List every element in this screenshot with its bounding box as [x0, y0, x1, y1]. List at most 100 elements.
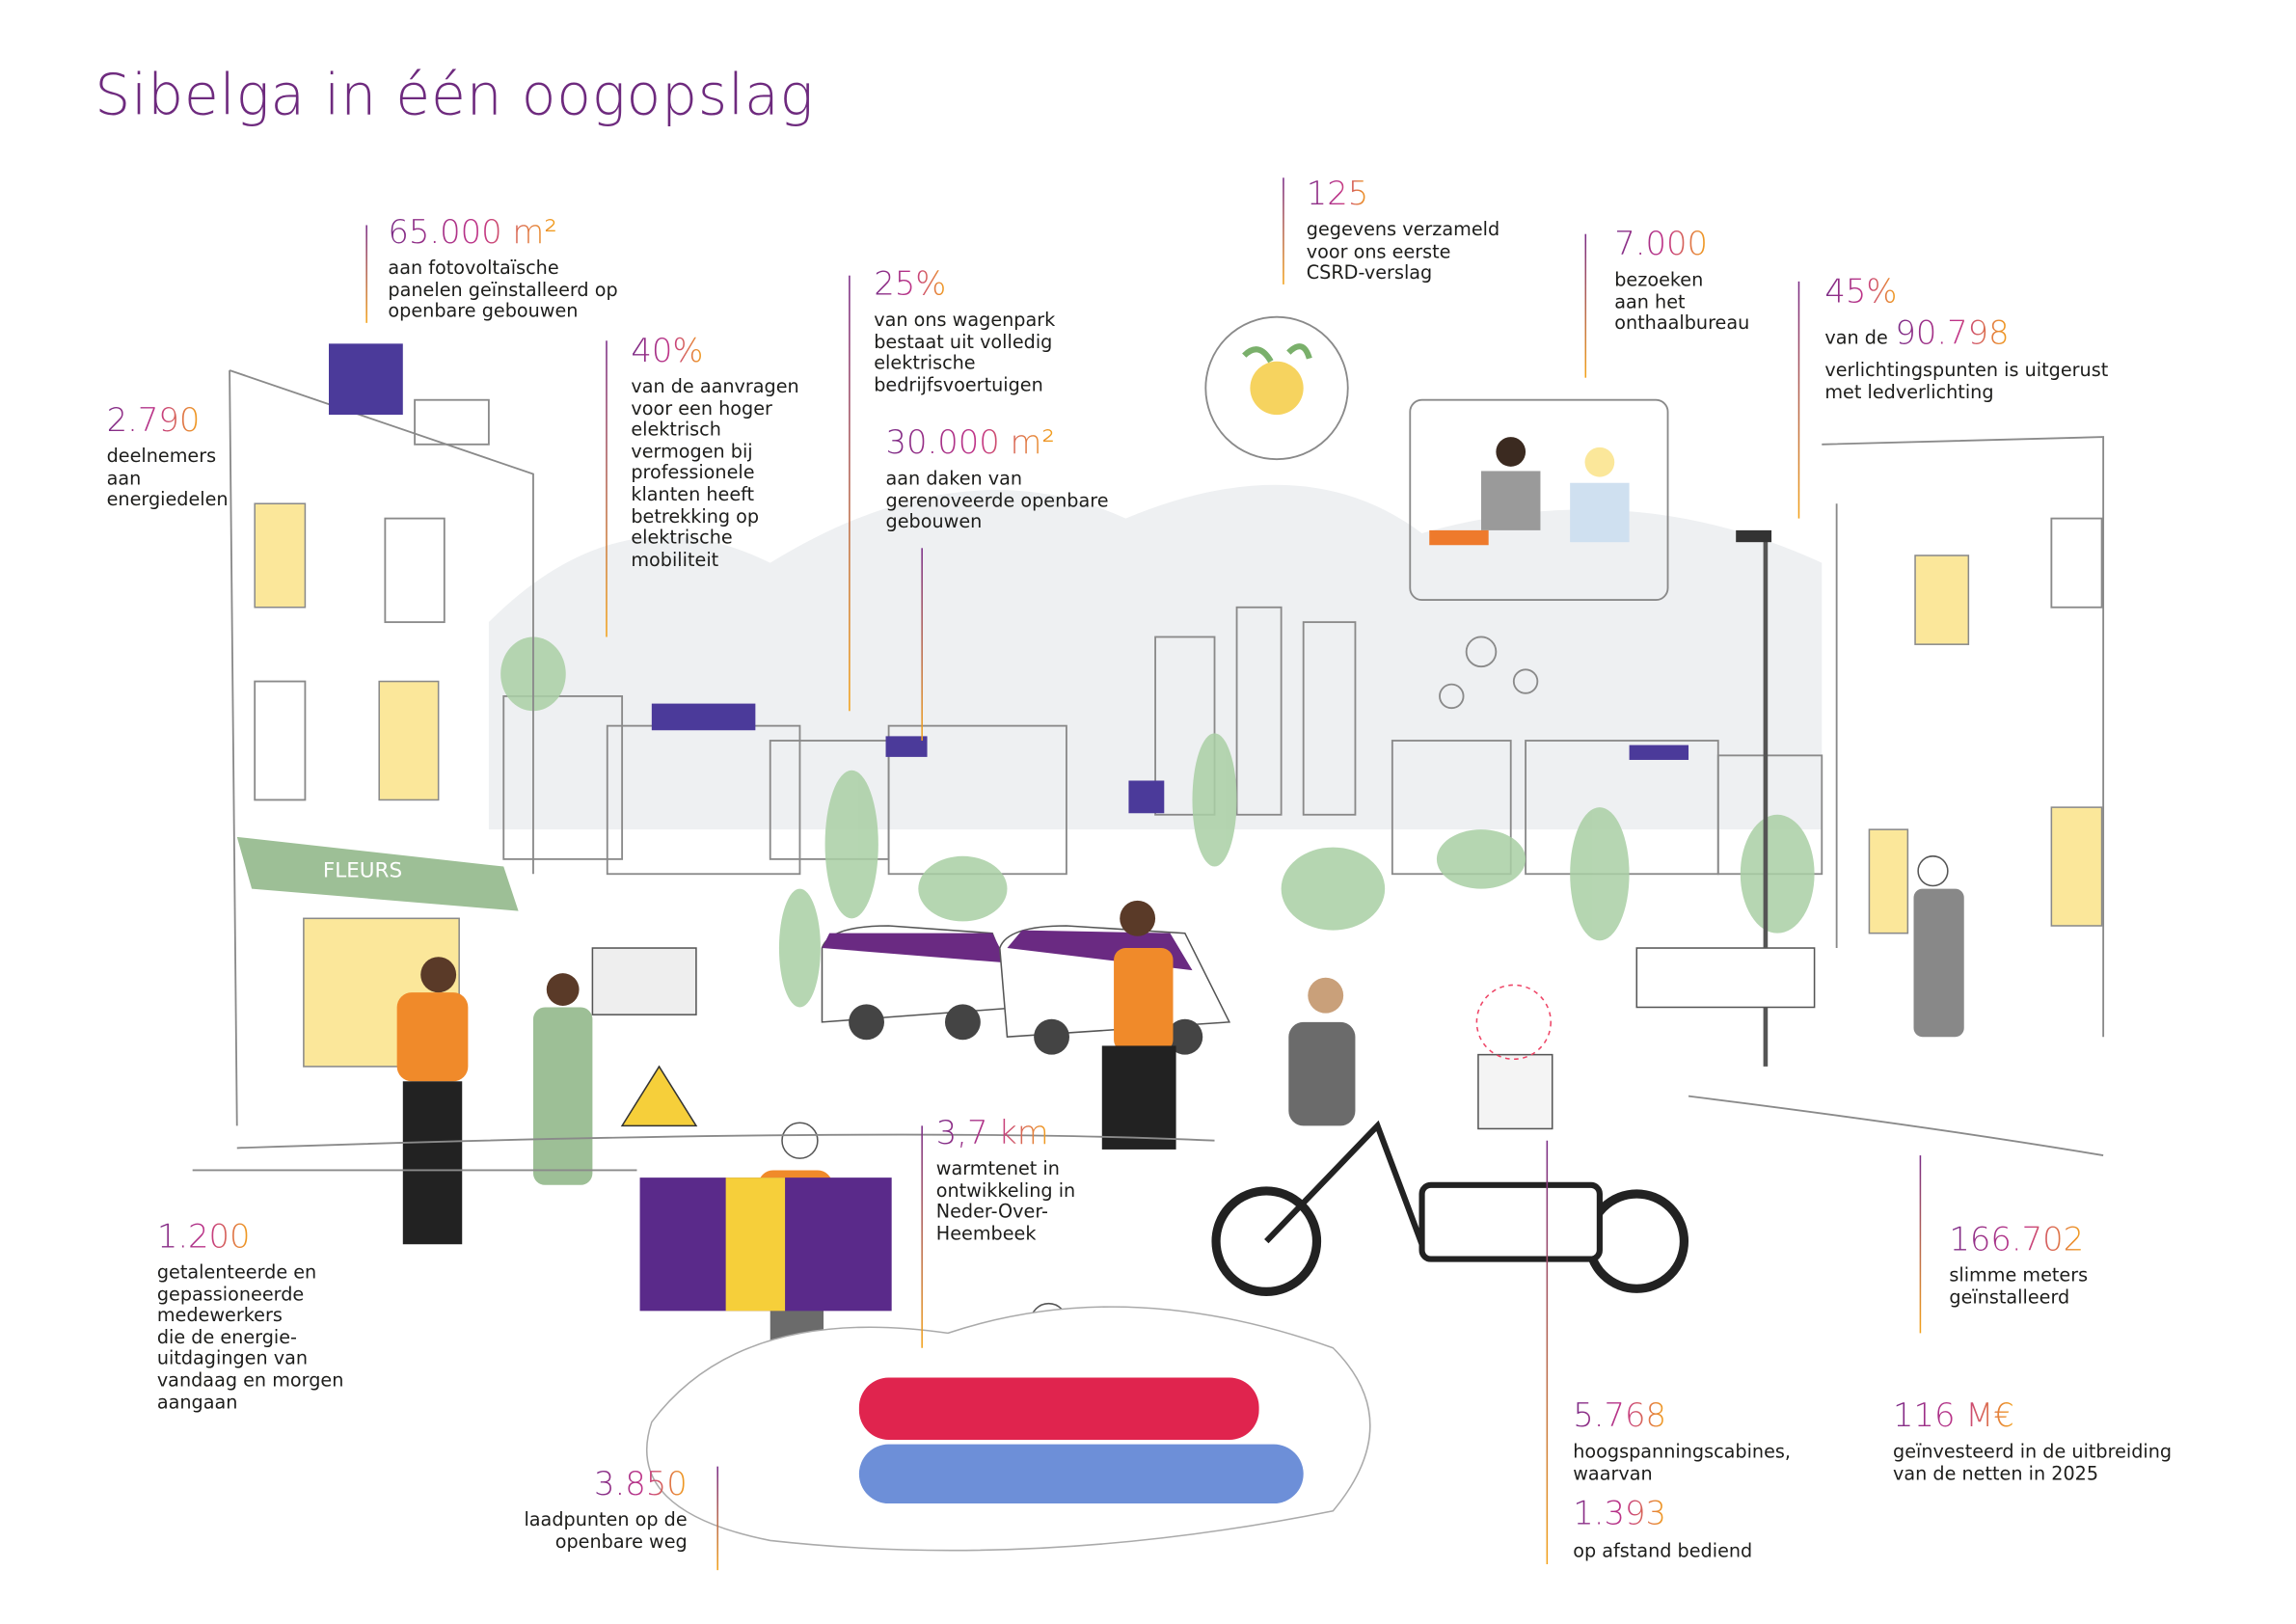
description-line: die de energie-	[156, 1325, 297, 1348]
stat-description: warmtenet in ontwikkeling in Neder-Over- He…	[935, 1156, 1076, 1245]
stat-number: 65.000 m²	[388, 214, 557, 253]
stat-number: 45%	[1824, 274, 1898, 311]
stat-block: 45% van de 90.798 verlichtingspunten is uit…	[1824, 274, 2108, 403]
stat-description: hoogspanningscabines, waarvan	[1573, 1439, 1792, 1485]
divider-line	[849, 275, 851, 712]
description-line: aan	[106, 466, 142, 489]
stat-number: 2.790	[106, 402, 201, 441]
description-line: bedrijfsvoertuigen	[874, 372, 1043, 395]
stat-number: 5.768	[1573, 1397, 1666, 1436]
divider-line	[365, 225, 368, 323]
stat-block: 40% van de aanvragen voor een hoger elektri…	[631, 334, 798, 571]
description-line: professionele	[631, 461, 755, 484]
stat-number: 30.000 m²	[885, 424, 1055, 463]
stat-number-secondary: 1.393	[1573, 1496, 1666, 1534]
stat-block: 3,7 km warmtenet in ontwikkeling in Neder-O…	[936, 1116, 1075, 1245]
stat-description: van de aanvragen voor een hoger elektrisch…	[631, 375, 798, 571]
street	[192, 1133, 1215, 1172]
description-line: gerenoveerde openbare	[885, 488, 1109, 511]
description-line: warmtenet in	[935, 1156, 1060, 1179]
cargo-bike	[1211, 977, 1689, 1297]
description-line: Neder-Over-	[935, 1200, 1048, 1223]
description-line: bezoeken	[1614, 268, 1704, 291]
description-line: gepassioneerde	[156, 1282, 305, 1305]
description-line: onthaalbureau	[1614, 311, 1750, 334]
description-line: mobiliteit	[631, 547, 719, 570]
description-line: voor een hoger	[631, 396, 772, 420]
description-line: slimme meters	[1949, 1263, 2089, 1286]
stat-lead-row: van de 90.798	[1824, 315, 2108, 354]
divider-line	[716, 1466, 719, 1571]
stat-description: verlichtingspunten is uitgerust met ledve…	[1824, 358, 2109, 403]
stat-block: 65.000 m² aan fotovoltaïsche panelen geïns…	[388, 215, 617, 323]
co2-icon	[1204, 315, 1349, 461]
description-line: elektrisch	[631, 418, 721, 441]
description-line: vermogen bij	[631, 439, 753, 462]
svg-text:FLEURS: FLEURS	[323, 858, 402, 882]
description-line: elektrische	[874, 351, 976, 374]
stat-block: 30.000 m² aan daken van gerenoveerde openb…	[886, 425, 1109, 533]
stat-number: 166.702	[1949, 1222, 2085, 1259]
description-line: verlichtingspunten is uitgerust	[1824, 358, 2109, 381]
pipes	[646, 1306, 1371, 1552]
description-line: deelnemers	[106, 444, 217, 467]
divider-line	[1919, 1155, 1922, 1334]
divider-line	[921, 548, 924, 741]
page-title: Sibelga in één oogopslag	[95, 62, 815, 128]
description-line: elektrische	[631, 526, 733, 549]
stat-block: 7.000 bezoeken aan het onthaalbureau	[1614, 227, 1749, 335]
description-line: aan daken van	[885, 466, 1023, 489]
divider-line	[606, 340, 608, 637]
stat-number: 116 M€	[1893, 1397, 2014, 1436]
sensor-box	[1475, 984, 1553, 1130]
trees	[500, 636, 1815, 1008]
description-line: openbare weg	[554, 1529, 688, 1553]
stat-block: 125 gegevens verzameld voor ons eerste CSRD…	[1307, 176, 1499, 284]
description-line: aan fotovoltaïsche	[388, 256, 559, 279]
description-line: hoogspanningscabines,	[1573, 1439, 1792, 1463]
description-line: CSRD-verslag	[1306, 260, 1433, 284]
stat-description: aan fotovoltaïsche panelen geïnstalleerd …	[388, 257, 617, 322]
stat-description: van ons wagenpark bestaat uit volledig ele…	[874, 309, 1055, 396]
divider-line	[921, 1125, 924, 1348]
stat-description: slimme meters geïnstalleerd	[1949, 1263, 2089, 1309]
divider-line	[1584, 233, 1587, 378]
description-line: van de netten in 2025	[1893, 1461, 2099, 1484]
description-line: panelen geïnstalleerd op	[388, 278, 618, 301]
description-line: laadpunten op de	[524, 1507, 688, 1530]
stat-block: 25% van ons wagenpark bestaat uit volledig…	[874, 266, 1055, 395]
stat-number: 7.000	[1614, 227, 1708, 264]
stat-number: 25%	[874, 266, 947, 304]
stat-description: aan daken van gerenoveerde openbare gebouw…	[885, 466, 1109, 532]
stat-description: gegevens verzameld voor ons eerste CSRD-ve…	[1306, 217, 1500, 284]
stat-block: 2.790 deelnemers aan energiedelen	[107, 403, 229, 511]
description-line: ontwikkeling in	[935, 1178, 1076, 1202]
vans	[591, 925, 1816, 1055]
stat-description: op afstand bediend	[1573, 1539, 1791, 1562]
divider-line	[1283, 177, 1285, 284]
description-line: gegevens verzameld	[1306, 217, 1500, 240]
description-line: waarvan	[1573, 1461, 1653, 1484]
stat-number: 40%	[631, 333, 704, 370]
stat-block: 166.702 slimme meters geïnstalleerd	[1949, 1222, 2088, 1308]
description-line: op afstand bediend	[1573, 1539, 1753, 1562]
stat-block: 116 M€ geïnvesteerd in de uitbreiding van …	[1893, 1398, 2172, 1484]
right-building	[1688, 436, 2105, 1156]
stat-number-secondary: 90.798	[1895, 315, 2010, 353]
stat-description: laadpunten op de openbare weg	[524, 1507, 688, 1553]
stat-block: 5.768 hoogspanningscabines, waarvan 1.393 op…	[1573, 1398, 1791, 1562]
description-line: betrekking op	[631, 504, 760, 528]
stat-number: 1.200	[156, 1219, 251, 1257]
stat-block: 3.850 laadpunten op de openbare weg	[524, 1467, 687, 1553]
stat-number: 3,7 km	[935, 1115, 1049, 1153]
description-line: medewerkers	[156, 1303, 283, 1327]
description-line: bestaat uit volledig	[874, 329, 1053, 352]
description-line: geïnvesteerd in de uitbreiding	[1893, 1439, 2173, 1463]
description-line: met ledverlichting	[1824, 380, 1994, 403]
left-building: FLEURS	[229, 343, 534, 1126]
stat-description: geïnvesteerd in de uitbreiding van de net…	[1893, 1439, 2173, 1485]
divider-line	[1546, 1140, 1549, 1565]
description-line: uitdagingen van	[156, 1346, 309, 1369]
desk-scene	[1409, 398, 1669, 602]
